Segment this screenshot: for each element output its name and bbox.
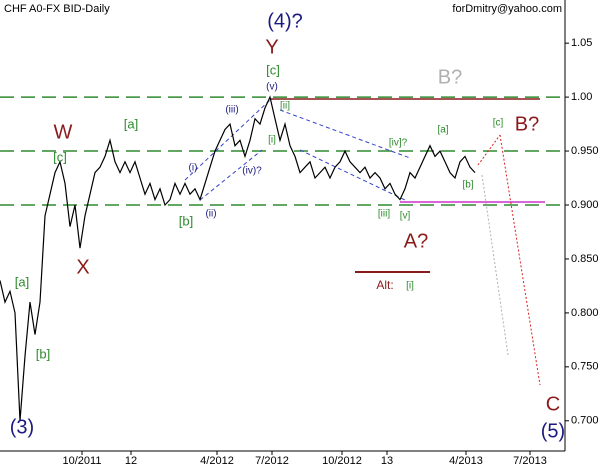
- y-tick-label: 0.900: [571, 199, 599, 211]
- x-tick-label: 4/2012: [200, 455, 234, 467]
- x-tick-label: 10/2012: [322, 455, 362, 467]
- wave-label: [b]: [36, 346, 50, 361]
- x-tick-label: 12: [125, 455, 137, 467]
- wave-label: [c]: [266, 62, 280, 77]
- wave-label: [i]: [406, 281, 414, 292]
- wave-label: [c]: [53, 149, 67, 164]
- chart-subtitle: forDmitry@yahoo.com: [452, 3, 562, 15]
- wave-label: (5): [541, 420, 565, 442]
- wave-line: [279, 109, 411, 159]
- wave-label: B?: [438, 66, 462, 88]
- wave-line: [299, 149, 406, 201]
- wave-label: (iv)?: [242, 166, 262, 177]
- y-tick-label: 1.05: [571, 37, 592, 49]
- wave-label: [i]: [268, 135, 276, 146]
- y-tick-label: 0.700: [571, 415, 599, 427]
- wave-label: [a]: [437, 125, 448, 136]
- y-tick-label: 0.850: [571, 253, 599, 265]
- wave-label: (iii): [225, 105, 238, 116]
- chart-title: CHF A0-FX BID-Daily: [4, 3, 110, 15]
- wave-line: [184, 99, 271, 181]
- y-tick-label: 0.950: [571, 145, 599, 157]
- x-tick-label: 7/2013: [513, 455, 547, 467]
- wave-label: [a]: [124, 116, 138, 131]
- wave-label: [iii]: [378, 209, 390, 220]
- y-tick-label: 1.00: [571, 91, 592, 103]
- wave-label: [v]: [400, 211, 411, 222]
- wave-label: [ii]: [280, 101, 290, 112]
- wave-label: W: [54, 121, 73, 143]
- wave-label: (4)?: [267, 10, 303, 32]
- x-tick-label: 10/2011: [63, 455, 102, 467]
- wave-label: [c]: [493, 118, 504, 129]
- y-tick-label: 0.800: [571, 307, 599, 319]
- y-tick-label: 0.750: [571, 361, 599, 373]
- x-tick-label: 4/2013: [449, 455, 483, 467]
- wave-label: A?: [404, 230, 428, 252]
- wave-label: [b]: [462, 180, 473, 191]
- wave-label: (3): [10, 416, 34, 438]
- wave-label: (ii): [205, 209, 216, 220]
- wave-label: Alt:: [376, 278, 393, 292]
- wave-label: [iv]?: [389, 138, 408, 149]
- wave-line: [199, 149, 263, 201]
- x-tick-label: 7/2012: [255, 455, 289, 467]
- wave-label: (i): [189, 163, 198, 174]
- wave-label: [b]: [179, 213, 193, 228]
- wave-label: Y: [265, 36, 278, 58]
- wave-label: X: [76, 256, 89, 278]
- wave-label: B?: [515, 113, 539, 135]
- wave-label: [a]: [15, 274, 29, 289]
- price-line: [0, 95, 476, 421]
- x-tick-label: 13: [381, 455, 393, 467]
- wave-label: (v): [266, 82, 278, 93]
- wave-label: C: [546, 393, 560, 415]
